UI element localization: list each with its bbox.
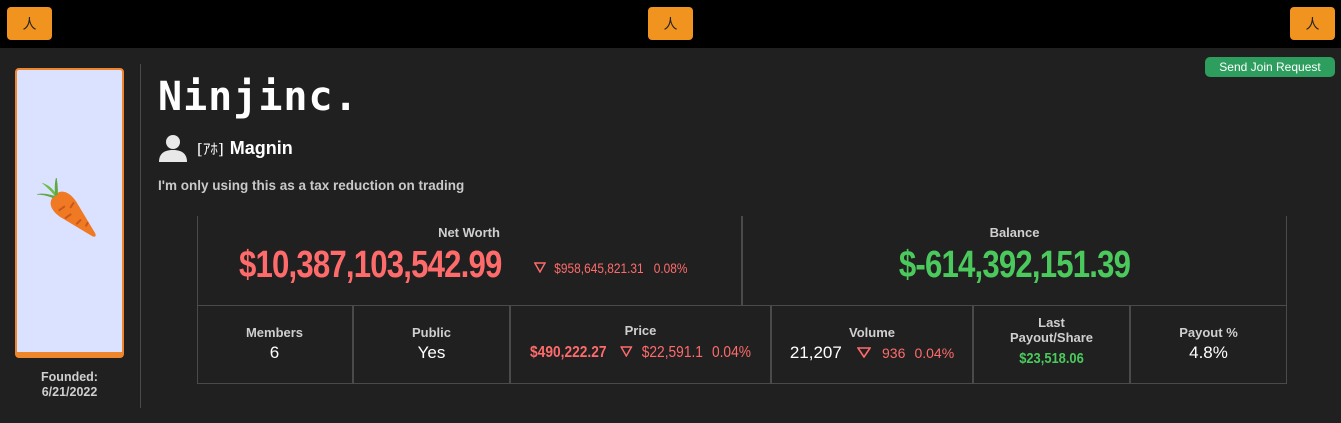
- last-payout-label: Last Payout/Share: [974, 315, 1129, 345]
- stats-panel: Net Worth $10,387,103,542.99 $958,645,82…: [197, 216, 1287, 384]
- send-join-request-button[interactable]: Send Join Request: [1205, 57, 1335, 77]
- volume-value: 21,207: [789, 343, 842, 362]
- net-worth-label: Net Worth: [438, 225, 500, 240]
- owner-tag: [ｱﾎ]: [197, 139, 224, 158]
- volume-change-pct: 0.04%: [914, 345, 955, 361]
- public-cell: Public Yes: [354, 306, 509, 383]
- volume-label: Volume: [849, 325, 895, 340]
- balance-label: Balance: [989, 225, 1040, 240]
- last-payout-label-line1: Last: [1038, 315, 1065, 330]
- company-name: Ninjinc.: [158, 74, 359, 120]
- price-row: $490,222.27 $22,591.1 0.04%: [529, 344, 752, 362]
- net-worth-cell: Net Worth $10,387,103,542.99 $958,645,82…: [197, 216, 741, 305]
- payout-pct-label: Payout %: [1179, 325, 1238, 340]
- user-avatar-icon: [159, 135, 187, 162]
- person-icon: 人: [1305, 16, 1320, 33]
- balance-cell: Balance $-614,392,151.39: [743, 216, 1286, 305]
- public-label: Public: [411, 325, 451, 340]
- founded-date: 6/21/2022: [41, 385, 98, 399]
- carrot-icon: [37, 178, 96, 237]
- person-icon: 人: [22, 16, 37, 33]
- payout-pct-value: 4.8%: [1189, 343, 1228, 362]
- price-change-pct: 0.04%: [711, 344, 751, 361]
- company-description: I'm only using this as a tax reduction o…: [158, 178, 465, 193]
- payout-pct-cell: Payout % 4.8%: [1131, 306, 1286, 383]
- person-icon: 人: [663, 16, 678, 33]
- company-logo: [15, 68, 124, 358]
- net-worth-value: $10,387,103,542.99: [239, 244, 502, 286]
- last-payout-cell: Last Payout/Share $23,518.06: [974, 306, 1129, 383]
- members-cell: Members 6: [197, 306, 352, 383]
- volume-cell: Volume 21,207 936 0.04%: [772, 306, 972, 383]
- members-label: Members: [245, 325, 304, 340]
- members-value: 6: [269, 343, 280, 362]
- down-triangle-icon: [620, 346, 633, 357]
- price-change: $22,591.1: [641, 344, 703, 361]
- down-triangle-icon: [856, 347, 871, 358]
- price-label: Price: [624, 323, 657, 338]
- person-icon-button[interactable]: 人: [1290, 7, 1335, 40]
- person-icon-button[interactable]: 人: [7, 7, 52, 40]
- balance-value: $-614,392,151.39: [898, 244, 1131, 286]
- last-payout-label-line2: Payout/Share: [1009, 330, 1094, 345]
- volume-change: 936: [882, 345, 906, 361]
- owner-info: [ｱﾎ] Magnin: [157, 132, 293, 164]
- net-worth-change: $958,645,821.31 0.08%: [534, 260, 688, 276]
- price-cell: Price $490,222.27 $22,591.1 0.04%: [511, 306, 770, 383]
- top-bar: 人 人 人: [0, 0, 1341, 48]
- founded-label: Founded:: [41, 370, 98, 384]
- owner-name[interactable]: Magnin: [229, 137, 293, 158]
- public-value: Yes: [417, 343, 446, 362]
- volume-row: 21,207 936 0.04%: [772, 343, 972, 363]
- net-worth-change-amount: $958,645,821.31: [554, 260, 644, 276]
- down-triangle-icon: [534, 262, 546, 273]
- founded-info: Founded: 6/21/2022: [15, 370, 124, 400]
- vertical-divider: [140, 64, 141, 408]
- net-worth-change-pct: 0.08%: [653, 260, 688, 276]
- price-value: $490,222.27: [530, 344, 607, 361]
- person-icon-button[interactable]: 人: [648, 7, 693, 40]
- last-payout-value: $23,518.06: [1019, 350, 1084, 367]
